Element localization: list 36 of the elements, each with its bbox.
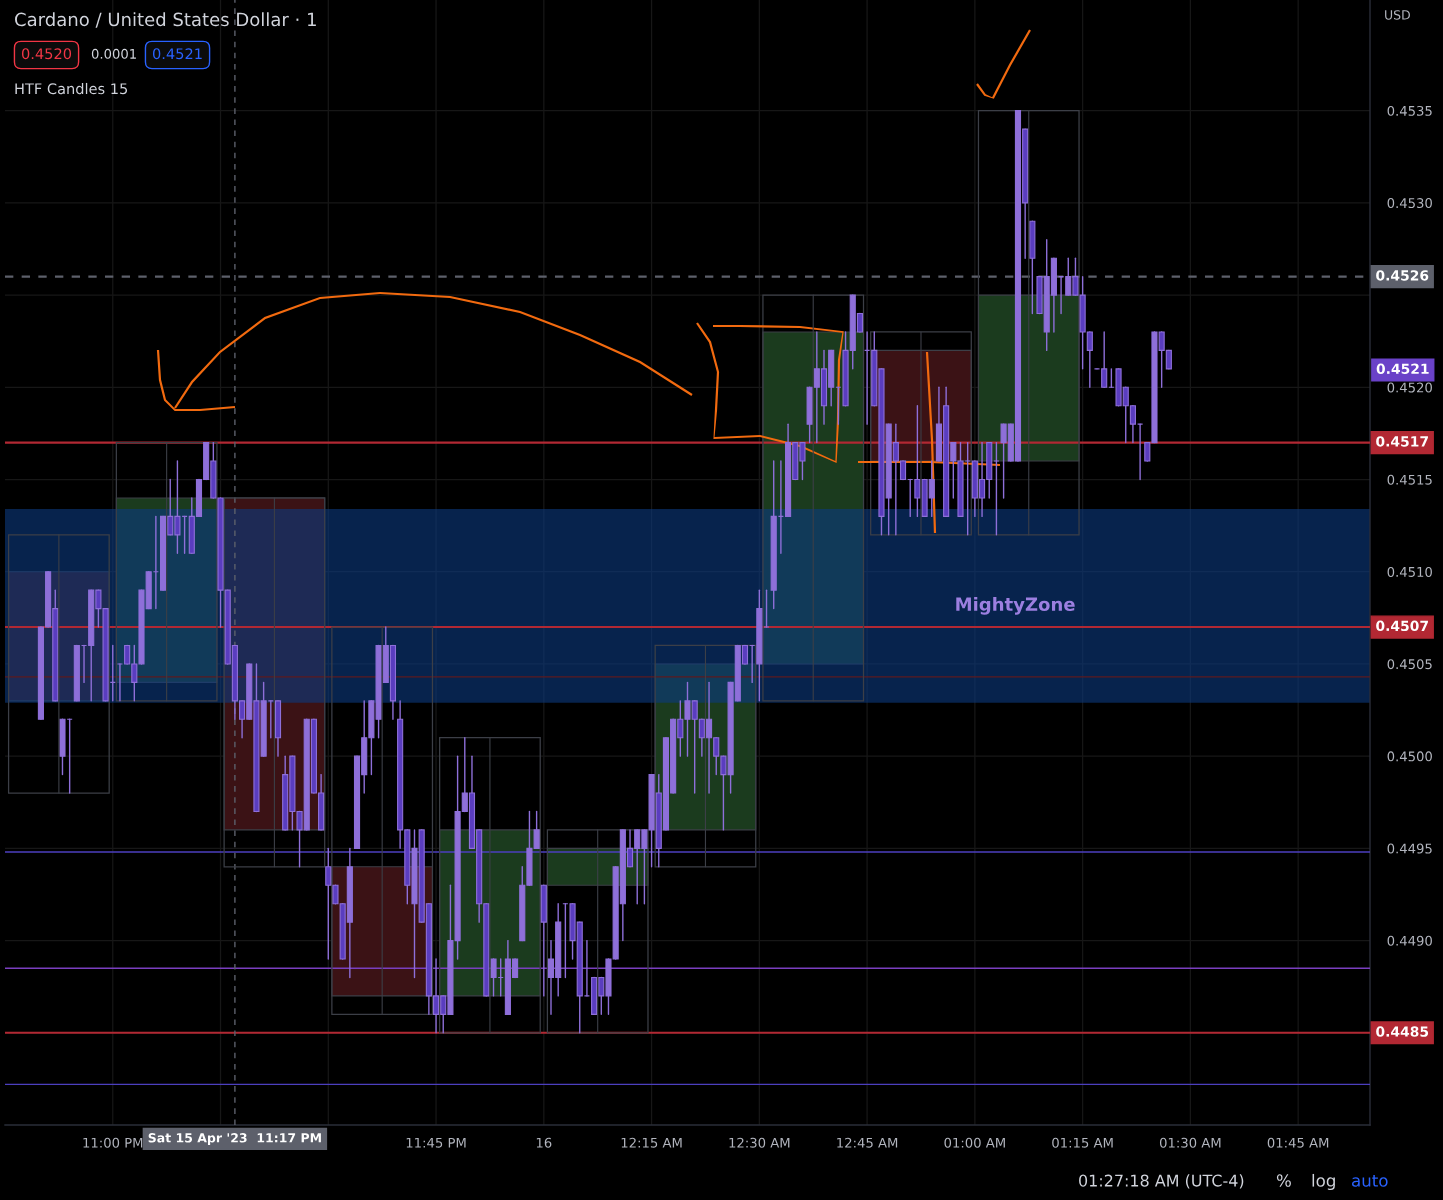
annotation: 0.0001 [91, 48, 136, 59]
x-tick-label: 12:15 AM [621, 1137, 682, 1148]
text: Cardano / United States Dollar · 1 [15, 12, 316, 28]
text: 0.4521 [1376, 363, 1429, 375]
y-tick-label: 0.4535 [1387, 105, 1432, 116]
x-tick-label: 12:30 AM [729, 1137, 790, 1148]
y-tick-label: 0.4530 [1387, 198, 1432, 209]
x-tick-label: 11:00 PM [83, 1137, 143, 1148]
x-tick-label: 01:30 AM [1159, 1137, 1221, 1148]
band-label: MightyZone [956, 597, 1075, 615]
text: USD [1385, 10, 1410, 20]
annotation: HTF Candles 15 [15, 82, 128, 95]
x-tick-label: 01:15 AM [1052, 1137, 1113, 1148]
x-tick-label: 16 [536, 1137, 552, 1148]
text: log [1312, 1173, 1335, 1191]
text: 01:27:18 AM (UTC-4) [1079, 1174, 1244, 1189]
y-tick-label: 0.4520 [1387, 382, 1432, 393]
ref-line-label: 0.4517 [1376, 436, 1428, 447]
x-tick-label: 11:45 PM [406, 1137, 466, 1148]
y-tick-label: 0.4510 [1387, 566, 1432, 577]
y-tick-label: 0.4495 [1387, 843, 1432, 854]
x-tick-label: 01:00 AM [944, 1137, 1005, 1148]
y-tick-label: 0.4500 [1387, 751, 1432, 762]
y-tick-label: 0.4515 [1387, 474, 1432, 485]
x-tick-label: 01:45 AM [1267, 1137, 1329, 1148]
x-tick-label: 12:45 AM [837, 1137, 898, 1148]
ref-line-label: Sat 15 Apr '23 11:17 PM [148, 1133, 321, 1145]
ref-line-label: 0.4485 [1376, 1026, 1429, 1037]
y-tick-label: 0.4490 [1387, 935, 1432, 946]
ref-line-label: 0.4507 [1376, 620, 1428, 632]
text: auto [1352, 1174, 1388, 1187]
annotation: 0.4521 [152, 48, 202, 60]
ref-line-label: 0.4526 [1376, 270, 1429, 281]
text: % [1276, 1174, 1291, 1187]
y-tick-label: 0.4505 [1387, 659, 1432, 670]
annotation: 0.4520 [21, 48, 72, 60]
